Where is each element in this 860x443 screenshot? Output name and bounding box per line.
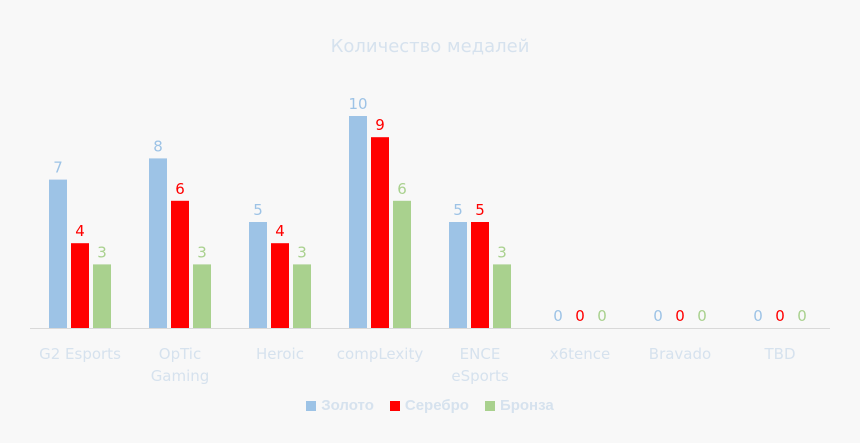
legend-item-bronze: Бронза — [484, 397, 554, 414]
data-label-1-5: 0 — [575, 307, 585, 325]
bar-0-4 — [449, 222, 467, 328]
category-label-0: G2 Esports — [39, 345, 121, 363]
bar-0-3 — [349, 116, 367, 328]
category-label-3: compLexity — [337, 345, 424, 363]
data-label-1-2: 4 — [275, 222, 285, 240]
legend-label-silver: Серебро — [404, 397, 469, 414]
bar-1-4 — [471, 222, 489, 328]
legend-label-gold: Золото — [321, 397, 374, 414]
category-label-1-line-1: Gaming — [151, 367, 210, 385]
data-label-0-3: 10 — [348, 95, 367, 113]
data-label-2-3: 6 — [397, 180, 407, 198]
data-label-1-1: 6 — [175, 180, 185, 198]
legend-item-gold: Золото — [306, 397, 374, 414]
category-label-7: TBD — [763, 345, 795, 363]
category-label-5: x6tence — [550, 345, 611, 363]
data-label-2-5: 0 — [597, 307, 607, 325]
data-label-2-2: 3 — [297, 243, 307, 261]
data-label-1-4: 5 — [475, 201, 485, 219]
data-label-0-5: 0 — [553, 307, 563, 325]
data-label-2-7: 0 — [797, 307, 807, 325]
category-label-4-line-0: ENCE — [460, 345, 501, 363]
legend: Золото Серебро Бронза — [0, 397, 860, 414]
bar-2-1 — [193, 264, 211, 328]
legend-swatch-gold — [306, 400, 317, 411]
bar-2-0 — [93, 264, 111, 328]
bar-0-2 — [249, 222, 267, 328]
data-label-1-3: 9 — [375, 116, 385, 134]
legend-swatch-silver — [389, 400, 400, 411]
data-label-2-0: 3 — [97, 243, 107, 261]
bar-1-3 — [371, 137, 389, 328]
bar-1-1 — [171, 200, 189, 328]
data-label-0-1: 8 — [153, 137, 163, 155]
data-label-0-2: 5 — [253, 201, 263, 219]
legend-label-bronze: Бронза — [499, 397, 554, 414]
data-label-1-6: 0 — [675, 307, 685, 325]
category-label-6: Bravado — [649, 345, 711, 363]
category-label-4-line-1: eSports — [451, 367, 508, 385]
data-label-2-1: 3 — [197, 243, 207, 261]
data-label-2-6: 0 — [697, 307, 707, 325]
data-label-0-6: 0 — [653, 307, 663, 325]
data-label-0-7: 0 — [753, 307, 763, 325]
data-label-0-0: 7 — [53, 159, 63, 177]
bar-1-0 — [71, 243, 89, 328]
chart-title: Количество медалей — [330, 36, 530, 57]
bar-0-0 — [49, 179, 67, 328]
bar-2-3 — [393, 200, 411, 328]
data-label-0-4: 5 — [453, 201, 463, 219]
category-label-2: Heroic — [256, 345, 304, 363]
bar-2-2 — [293, 264, 311, 328]
data-label-1-0: 4 — [75, 222, 85, 240]
bar-2-4 — [493, 264, 511, 328]
category-label-1-line-0: OpTic — [159, 345, 201, 363]
legend-item-silver: Серебро — [389, 397, 469, 414]
legend-swatch-bronze — [484, 400, 495, 411]
bar-0-1 — [149, 158, 167, 328]
data-label-1-7: 0 — [775, 307, 785, 325]
bar-1-2 — [271, 243, 289, 328]
data-label-2-4: 3 — [497, 243, 507, 261]
